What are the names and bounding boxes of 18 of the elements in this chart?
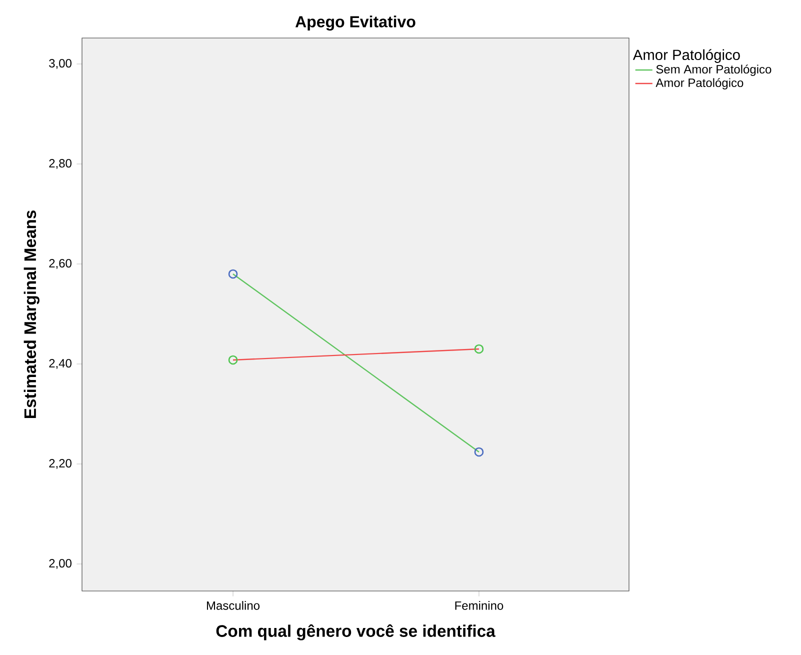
point <box>228 355 238 365</box>
y-tick-label: 3,00 <box>49 59 72 69</box>
x-tick-label: Masculino <box>206 601 260 610</box>
y-tick-label: 2,00 <box>49 559 72 569</box>
legend-title: Amor Patológico <box>632 49 740 63</box>
legend-label: Sem Amor Patológico <box>656 64 772 76</box>
x-tick-label: Feminino <box>455 601 504 610</box>
point <box>474 344 484 354</box>
y-tick-label: 2,20 <box>49 459 72 469</box>
point <box>474 447 484 457</box>
legend-label: Amor Patológico <box>656 78 744 90</box>
y-tick-label: 2,80 <box>49 159 72 169</box>
point <box>228 269 238 279</box>
x-axis-title: Com qual gênero você se identifica <box>216 624 496 640</box>
y-axis-title: Estimated Marginal Means <box>24 210 40 418</box>
chart-title: Apego Evitativo <box>295 16 416 31</box>
y-tick-label: 2,60 <box>49 259 72 269</box>
y-tick-label: 2,40 <box>49 359 72 369</box>
